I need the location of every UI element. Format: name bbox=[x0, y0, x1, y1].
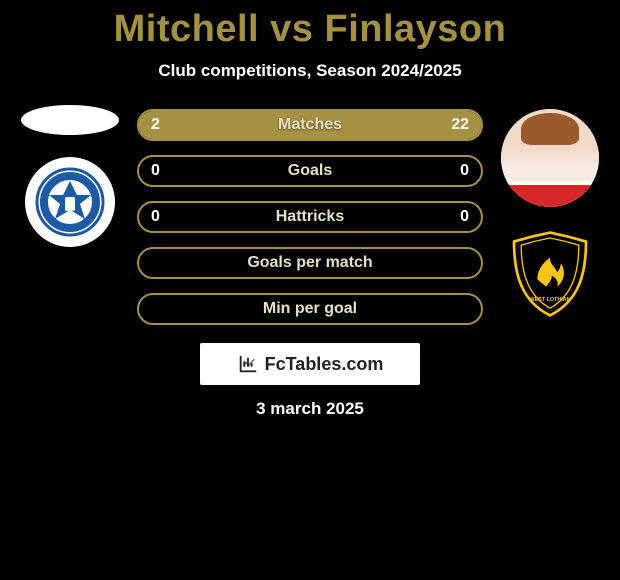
comparison-area: WEST LOTHIAN 222Matches00Goals00Hattrick… bbox=[0, 109, 620, 325]
left-club-badge bbox=[25, 157, 115, 247]
stat-label: Goals per match bbox=[247, 254, 372, 272]
stat-value-left: 0 bbox=[151, 208, 160, 226]
chart-icon bbox=[237, 353, 259, 375]
stat-value-right: 0 bbox=[460, 162, 469, 180]
stat-label: Min per goal bbox=[263, 300, 357, 318]
page-title: Mitchell vs Finlayson bbox=[0, 0, 620, 51]
svg-text:WEST LOTHIAN: WEST LOTHIAN bbox=[530, 297, 571, 303]
stat-label: Goals bbox=[288, 162, 332, 180]
date-text: 3 march 2025 bbox=[0, 399, 620, 419]
stat-bars: 222Matches00Goals00HattricksGoals per ma… bbox=[137, 109, 483, 325]
left-player-column bbox=[10, 105, 130, 247]
stat-bar: 0 0 Goals bbox=[137, 155, 483, 187]
livingston-crest-icon: WEST LOTHIAN bbox=[505, 224, 595, 324]
stat-bar: Min per goal bbox=[137, 293, 483, 325]
right-player-column: WEST LOTHIAN bbox=[490, 109, 610, 319]
stat-bar: 0 0 Hattricks bbox=[137, 201, 483, 233]
attribution-badge: FcTables.com bbox=[200, 343, 420, 385]
stat-value-right: 22 bbox=[451, 116, 469, 134]
attribution-text: FcTables.com bbox=[265, 354, 384, 375]
stat-label: Matches bbox=[278, 116, 342, 134]
stat-bar: Goals per match bbox=[137, 247, 483, 279]
right-player-photo bbox=[501, 109, 599, 207]
left-player-photo bbox=[21, 105, 119, 135]
stat-value-left: 0 bbox=[151, 162, 160, 180]
right-club-badge: WEST LOTHIAN bbox=[505, 229, 595, 319]
subtitle: Club competitions, Season 2024/2025 bbox=[0, 61, 620, 81]
stat-label: Hattricks bbox=[276, 208, 344, 226]
st-johnstone-crest-icon bbox=[35, 167, 105, 237]
stat-value-right: 0 bbox=[460, 208, 469, 226]
stat-value-left: 2 bbox=[151, 116, 160, 134]
stat-bar: 222Matches bbox=[137, 109, 483, 141]
